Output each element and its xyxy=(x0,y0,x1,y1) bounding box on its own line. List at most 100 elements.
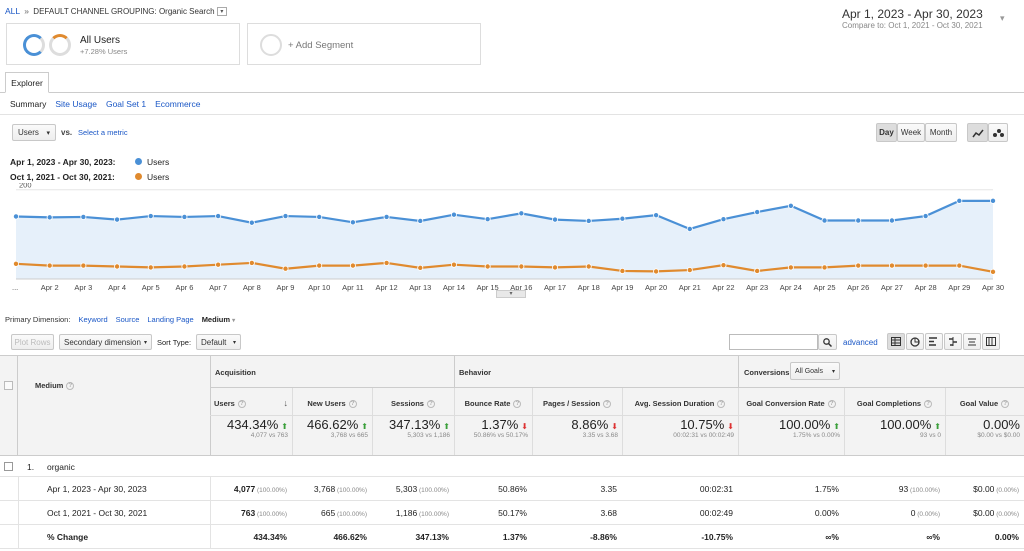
week-button[interactable]: Week xyxy=(897,123,925,142)
subtab-ecommerce[interactable]: Ecommerce xyxy=(155,99,201,109)
column-header[interactable]: Goal Completions? xyxy=(848,399,941,409)
add-segment-button[interactable]: + Add Segment xyxy=(247,23,481,65)
table-cell: 4,077 (100.00%) xyxy=(210,484,287,494)
sort-type-select[interactable]: Default ▾ xyxy=(196,334,241,350)
column-divider xyxy=(372,388,373,455)
medium-column-header[interactable]: Medium? xyxy=(35,381,75,391)
comparison-view-icon[interactable] xyxy=(944,333,962,350)
pie-view-icon[interactable] xyxy=(906,333,924,350)
legend-dot xyxy=(135,158,142,165)
data-point xyxy=(383,259,390,266)
x-tick-label: Apr 11 xyxy=(342,283,364,292)
dimension-source[interactable]: Source xyxy=(115,315,140,324)
search-icon[interactable] xyxy=(818,334,837,350)
x-tick-label: Apr 19 xyxy=(611,283,633,292)
metric-select[interactable]: Users ▾ xyxy=(12,124,56,141)
month-button[interactable]: Month xyxy=(925,123,957,142)
x-tick-label: Apr 30 xyxy=(982,283,1004,292)
column-header[interactable]: Avg. Session Duration? xyxy=(626,399,734,409)
column-header[interactable]: Pages / Session? xyxy=(536,399,618,409)
cell-percent: (100.00%) xyxy=(255,487,287,494)
subtab-goal-set-1[interactable]: Goal Set 1 xyxy=(105,99,147,109)
cell-value: 434.34% xyxy=(253,532,287,542)
cell-value: 50.86% xyxy=(498,484,527,494)
breadcrumb-separator: » xyxy=(24,6,29,16)
day-button[interactable]: Day xyxy=(876,123,897,142)
pivot-view-icon[interactable] xyxy=(982,333,1000,350)
cell-value: 665 xyxy=(321,508,336,518)
dimension-medium[interactable]: Medium ▾ xyxy=(202,315,235,324)
sort-type-label: Sort Type: xyxy=(157,338,192,347)
data-point xyxy=(619,267,626,274)
table-cell: 434.34% xyxy=(210,532,287,542)
select-all-checkbox[interactable] xyxy=(4,381,13,390)
advanced-link[interactable]: advanced xyxy=(843,338,878,347)
data-point xyxy=(316,262,323,269)
cell-percent: (0.00%) xyxy=(994,487,1019,494)
data-point xyxy=(282,213,289,220)
data-point xyxy=(518,210,525,217)
table-cell: 1.75% xyxy=(738,484,839,494)
chart-collapse-handle[interactable]: ▾ xyxy=(496,290,526,298)
total-comparison: 00:02:31 vs 00:02:49 xyxy=(673,432,734,439)
cell-percent: (100.00%) xyxy=(908,487,940,494)
breadcrumb-dropdown-icon[interactable]: ▾ xyxy=(216,7,227,17)
data-point xyxy=(888,217,895,224)
x-tick-label: Apr 2 xyxy=(41,283,59,292)
goals-select[interactable]: All Goals ▾ xyxy=(790,362,840,380)
cell-value: 50.17% xyxy=(498,508,527,518)
table-cell: 1.37% xyxy=(454,532,527,542)
column-header[interactable]: Goal Value? xyxy=(949,399,1020,409)
subtab-site-usage[interactable]: Site Usage xyxy=(55,99,97,109)
data-point xyxy=(450,211,457,218)
data-point xyxy=(619,215,626,222)
total-cell: 100.00% ⬆ 1.75% vs 0.00% xyxy=(738,417,840,439)
row-checkbox[interactable] xyxy=(4,462,13,471)
term-cloud-view-icon[interactable] xyxy=(963,333,981,350)
cell-value: 3.68 xyxy=(600,508,617,518)
select-metric-link[interactable]: Select a metric xyxy=(78,128,128,137)
total-value: 466.62% ⬆ xyxy=(292,417,368,432)
total-comparison: 1.75% vs 0.00% xyxy=(793,432,840,439)
total-percent: 0.00% xyxy=(983,417,1020,432)
data-point xyxy=(349,219,356,226)
tab-explorer[interactable]: Explorer xyxy=(5,72,49,93)
table-cell: 0.00% xyxy=(945,532,1019,542)
metric-select-label: Users xyxy=(18,128,39,137)
segment-all-users[interactable]: All Users +7.28% Users xyxy=(6,23,240,65)
total-percent: 100.00% xyxy=(879,417,932,432)
column-header[interactable]: Sessions? xyxy=(376,399,450,409)
data-point xyxy=(686,267,693,274)
column-header[interactable]: Users? ↓ xyxy=(214,398,288,409)
dimension-landing-page[interactable]: Landing Page xyxy=(147,315,194,324)
secondary-dimension-select[interactable]: Secondary dimension ▾ xyxy=(59,334,152,350)
subtab-summary[interactable]: Summary xyxy=(10,99,47,109)
table-search-input[interactable] xyxy=(729,334,818,350)
motion-chart-icon[interactable] xyxy=(988,123,1008,142)
plot-rows-button[interactable]: Plot Rows xyxy=(11,334,54,350)
segment-name: All Users xyxy=(80,35,121,46)
column-header[interactable]: Goal Conversion Rate? xyxy=(742,399,840,409)
line-chart-icon[interactable] xyxy=(967,123,988,142)
performance-view-icon[interactable] xyxy=(925,333,943,350)
date-range-picker[interactable]: Apr 1, 2023 - Apr 30, 2023 Compare to: O… xyxy=(842,7,1012,30)
x-tick-label: Apr 16 xyxy=(510,283,532,292)
cell-value: 93 xyxy=(898,484,909,494)
cell-percent: (100.00%) xyxy=(255,511,287,518)
chevron-down-icon: ▾ xyxy=(831,368,835,375)
arrow-down-icon: ⬇ xyxy=(727,422,734,431)
arrow-up-icon: ⬆ xyxy=(361,422,368,431)
cell-value: 763 xyxy=(241,508,256,518)
table-cell: 93 (100.00%) xyxy=(844,484,940,494)
data-point xyxy=(922,262,929,269)
conversions-group-header: Conversions xyxy=(744,368,790,377)
x-tick-label: Apr 22 xyxy=(712,283,734,292)
data-point xyxy=(80,213,87,220)
x-tick-label: Apr 24 xyxy=(780,283,802,292)
table-view-icon[interactable] xyxy=(887,333,905,350)
dimension-keyword[interactable]: Keyword xyxy=(78,315,108,324)
breadcrumb-all-link[interactable]: ALL xyxy=(5,6,20,16)
column-header[interactable]: Bounce Rate? xyxy=(458,399,528,409)
column-header[interactable]: New Users? xyxy=(296,399,368,409)
column-divider xyxy=(945,388,946,455)
